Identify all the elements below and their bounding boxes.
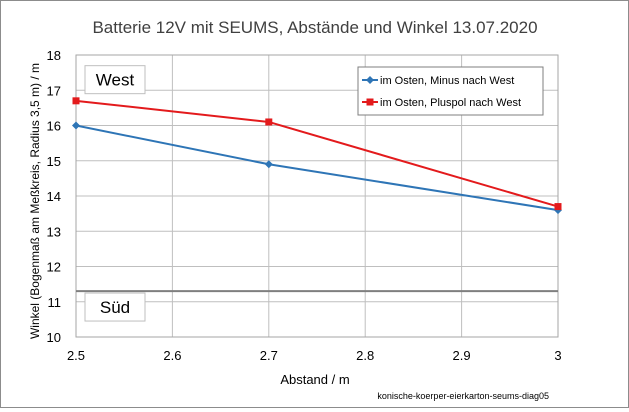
annotation-box-0 bbox=[84, 65, 146, 95]
series-1-point-0 bbox=[72, 97, 80, 105]
y-tick-label-7: 17 bbox=[47, 83, 61, 98]
x-axis-ticks: 2.5 2.6 2.7 2.8 2.9 3 bbox=[67, 348, 562, 363]
x-axis-label: Abstand / m bbox=[280, 372, 349, 387]
x-tick-label-2: 2.7 bbox=[260, 348, 278, 363]
annotation-label-1: Süd bbox=[100, 298, 130, 317]
y-tick-label-0: 10 bbox=[47, 330, 61, 345]
y-tick-label-2: 12 bbox=[47, 260, 61, 275]
legend: im Osten, Minus nach West im Osten, Plusp… bbox=[357, 66, 544, 116]
plot-area-border bbox=[75, 54, 559, 338]
series-line-1 bbox=[75, 99, 559, 208]
y-tick-label-3: 13 bbox=[47, 224, 61, 239]
y-tick-label-5: 15 bbox=[47, 154, 61, 169]
x-tick-label-1: 2.6 bbox=[163, 348, 181, 363]
annotations: West Süd bbox=[84, 65, 146, 322]
x-tick-label-5: 3 bbox=[554, 348, 561, 363]
x-tick-label-4: 2.9 bbox=[453, 348, 471, 363]
x-tick-label-3: 2.8 bbox=[356, 348, 374, 363]
series-0-point-1 bbox=[264, 160, 273, 169]
y-tick-label-4: 14 bbox=[47, 189, 61, 204]
legend-marker-0 bbox=[366, 76, 374, 84]
y-axis-ticks: 10 11 12 13 14 15 16 17 18 bbox=[47, 48, 61, 345]
series-0-point-0 bbox=[72, 121, 80, 130]
series-line-0 bbox=[75, 124, 559, 212]
y-tick-label-6: 16 bbox=[47, 119, 61, 134]
y-tick-label-1: 11 bbox=[48, 295, 62, 310]
legend-label-1: im Osten, Pluspol nach West bbox=[380, 97, 521, 109]
series-layer bbox=[72, 97, 562, 215]
annotation-box-1 bbox=[84, 292, 146, 322]
y-axis-label: Winkel (Bogenmaß am Meßkreis, Radius 3,5… bbox=[28, 63, 42, 339]
legend-marker-1 bbox=[366, 98, 374, 106]
legend-box bbox=[357, 66, 544, 116]
legend-label-0: im Osten, Minus nach West bbox=[380, 75, 514, 87]
chart-title: Batterie 12V mit SEUMS, Abstände und Win… bbox=[92, 18, 537, 37]
footnote: konische-koerper-eierkarton-seums-diag05 bbox=[377, 391, 549, 401]
x-tick-label-0: 2.5 bbox=[67, 348, 85, 363]
y-tick-label-8: 18 bbox=[47, 48, 61, 63]
series-1-point-1 bbox=[265, 118, 273, 126]
series-1-point-2 bbox=[554, 203, 562, 211]
grid bbox=[75, 54, 559, 338]
annotation-label-0: West bbox=[96, 71, 135, 90]
